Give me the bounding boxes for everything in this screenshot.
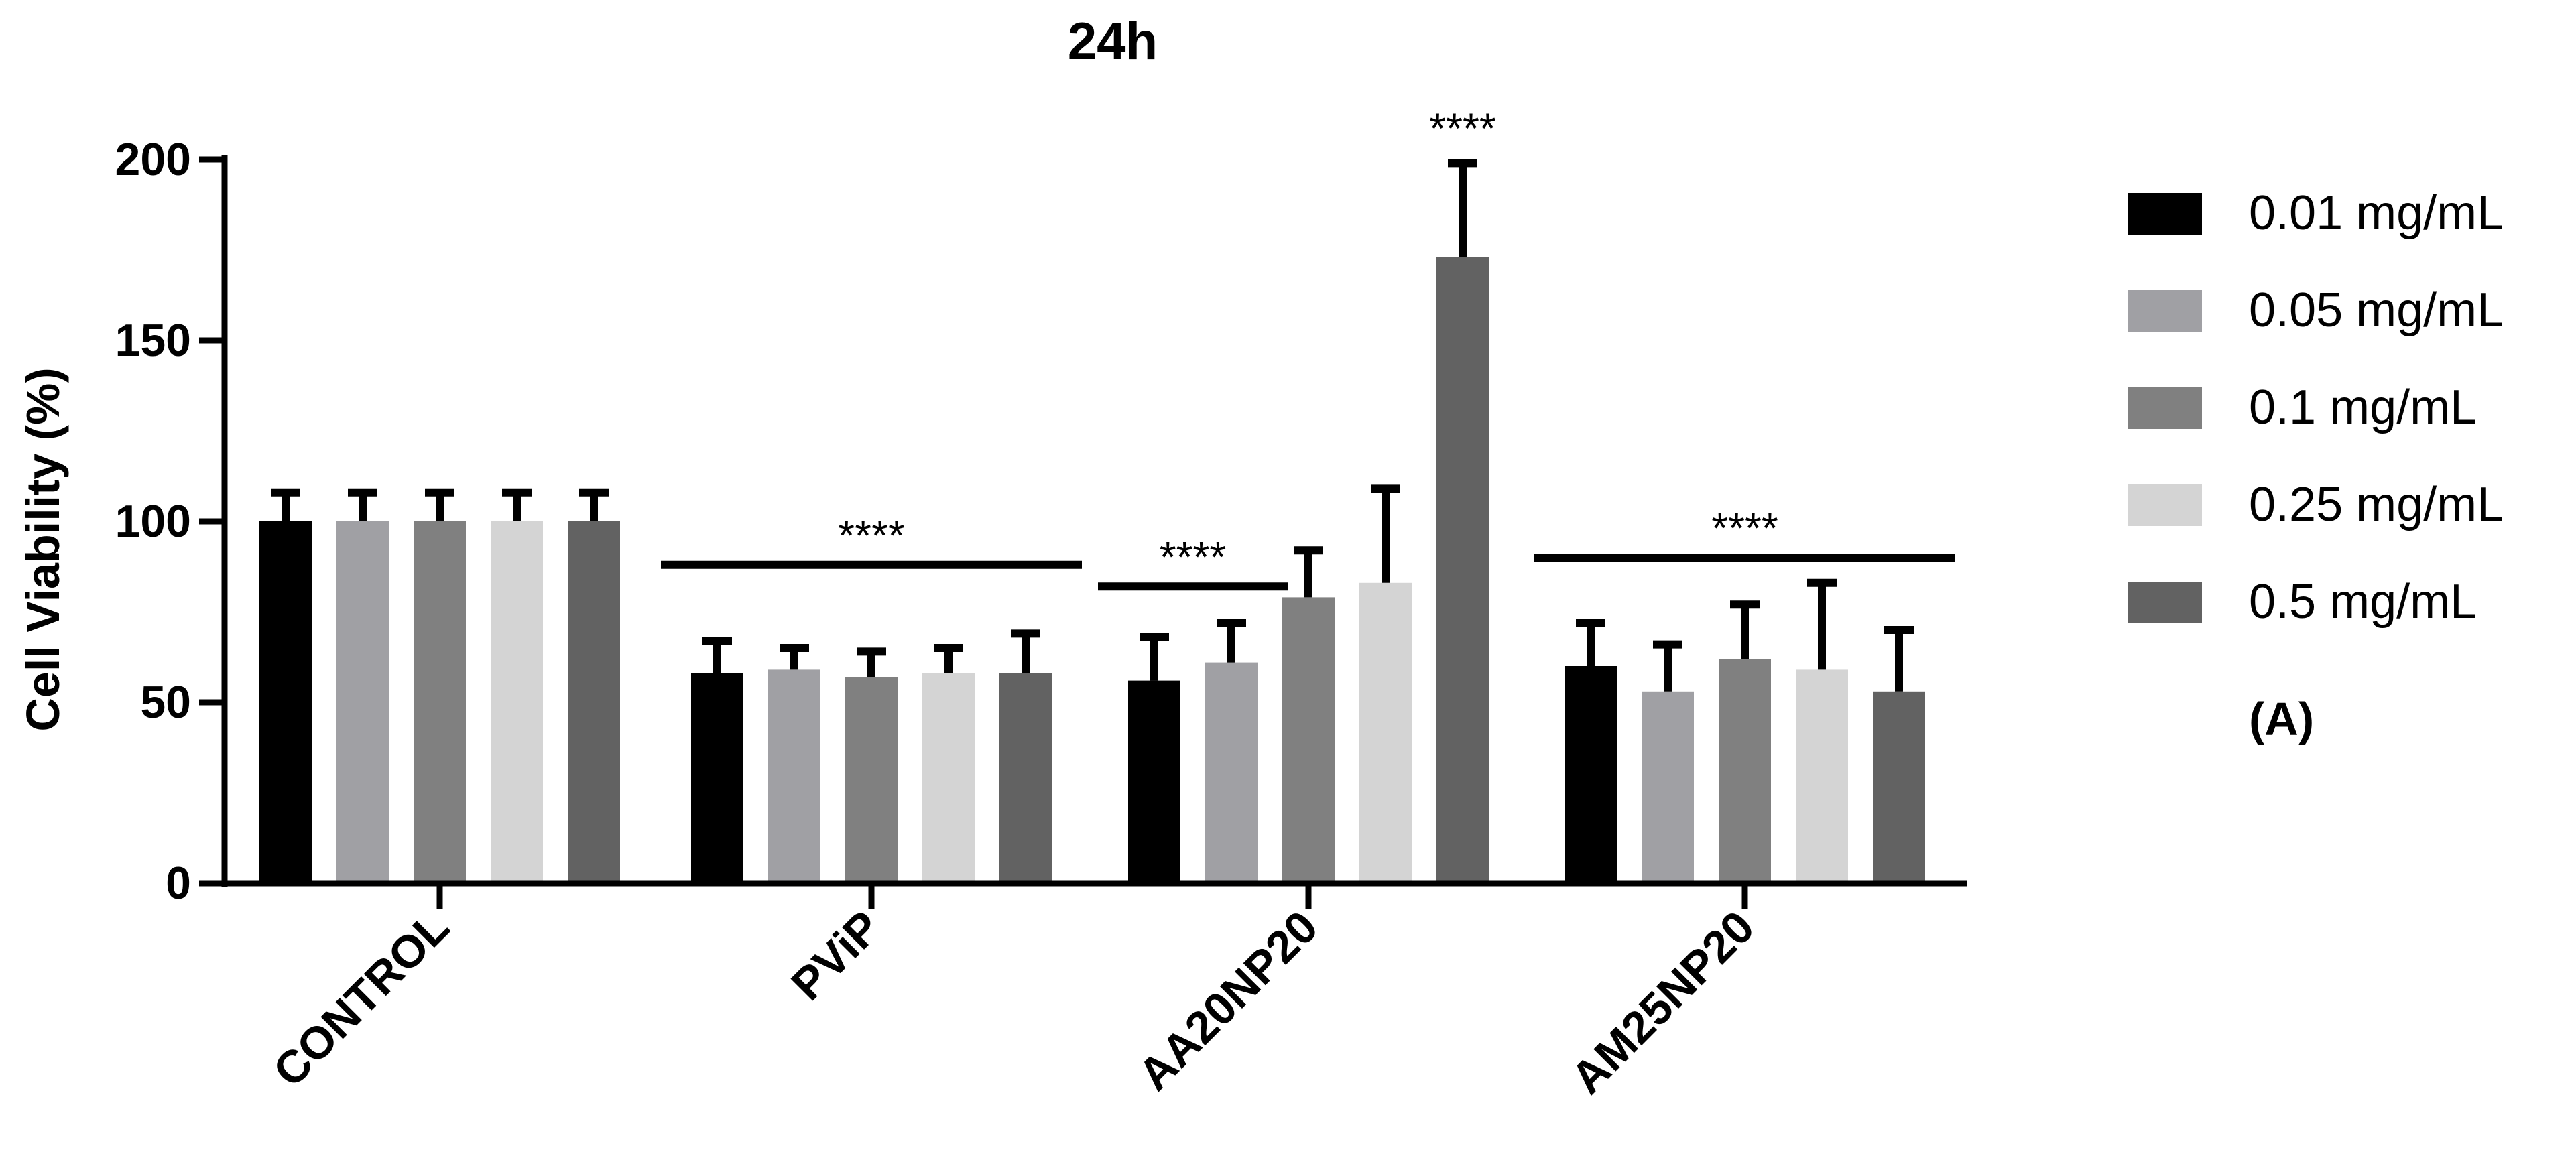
x-tick-label: CONTROL <box>263 901 458 1096</box>
significance-label: **** <box>1160 533 1227 581</box>
significance-label: **** <box>1429 104 1496 152</box>
legend-swatch-3 <box>2128 484 2202 526</box>
legend-label-3: 0.25 mg/mL <box>2249 478 2504 531</box>
bar-am25np20-4 <box>1873 691 1925 883</box>
bar-control-3 <box>491 521 543 883</box>
significance-label: **** <box>838 511 905 560</box>
legend-label-1: 0.05 mg/mL <box>2249 283 2504 337</box>
chart-title: 24h <box>1068 11 1158 70</box>
bar-am25np20-3 <box>1796 669 1848 883</box>
bar-aa20np20-2 <box>1282 597 1335 883</box>
panel-label: (A) <box>2249 693 2314 745</box>
y-tick-label: 200 <box>115 134 191 185</box>
y-axis-label: Cell Viability (%) <box>17 367 69 731</box>
bar-control-0 <box>259 521 312 883</box>
legend-swatch-2 <box>2128 387 2202 429</box>
bar-am25np20-2 <box>1719 659 1771 883</box>
bar-aa20np20-1 <box>1205 662 1258 883</box>
bar-aa20np20-4 <box>1436 257 1489 883</box>
bar-am25np20-0 <box>1565 666 1617 883</box>
bar-control-4 <box>568 521 620 883</box>
bar-control-2 <box>414 521 466 883</box>
x-tick-label: AA20NP20 <box>1129 901 1328 1100</box>
y-tick-label: 150 <box>115 315 191 366</box>
x-tick-label: PViP <box>782 901 890 1010</box>
bar-pvip-1 <box>768 669 820 883</box>
legend-swatch-0 <box>2128 193 2202 235</box>
legend-swatch-1 <box>2128 290 2202 332</box>
bar-pvip-3 <box>922 673 975 883</box>
legend-swatch-4 <box>2128 582 2202 623</box>
legend: 0.01 mg/mL 0.05 mg/mL 0.1 mg/mL 0.25 mg/mL 0… <box>2128 186 2504 629</box>
x-tick-label: AM25NP20 <box>1561 901 1764 1104</box>
y-tick-label: 50 <box>140 677 191 728</box>
bar-pvip-2 <box>845 677 898 883</box>
bar-pvip-4 <box>999 673 1052 883</box>
bar-aa20np20-3 <box>1359 582 1412 883</box>
plot-area: 0 50 100 150 200 CONTROL PViP AA20NP20 AM25NP20 *… <box>115 104 1967 1104</box>
bar-pvip-0 <box>691 673 743 883</box>
legend-label-0: 0.01 mg/mL <box>2249 186 2504 240</box>
legend-label-2: 0.1 mg/mL <box>2249 381 2477 434</box>
bar-aa20np20-0 <box>1128 680 1180 883</box>
bar-control-1 <box>336 521 389 883</box>
y-tick-label: 0 <box>166 858 191 909</box>
legend-label-4: 0.5 mg/mL <box>2249 575 2477 629</box>
bar-am25np20-1 <box>1642 691 1694 883</box>
significance-label: **** <box>1711 504 1778 552</box>
y-tick-label: 100 <box>115 496 191 547</box>
